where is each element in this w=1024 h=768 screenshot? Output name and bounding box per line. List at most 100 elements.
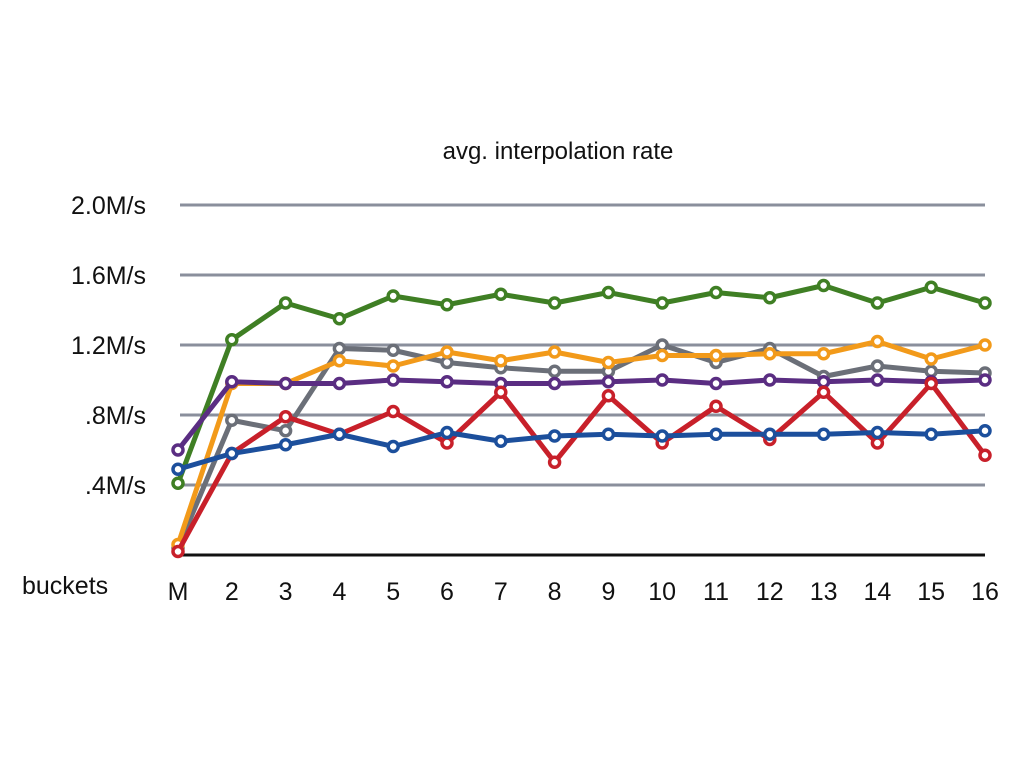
data-point — [924, 427, 938, 441]
data-point — [494, 287, 508, 301]
data-point — [278, 376, 293, 391]
x-tick-label: 6 — [440, 578, 454, 606]
data-point — [386, 343, 400, 357]
data-point — [440, 345, 454, 359]
data-point — [709, 348, 723, 363]
x-tick-label: 7 — [494, 578, 508, 606]
series-line — [175, 342, 988, 551]
data-point — [709, 376, 723, 391]
data-point — [386, 359, 400, 373]
x-tick-label: 9 — [601, 578, 615, 606]
y-tick-label: 1.2M/s — [71, 332, 146, 360]
x-axis-tick-labels: M 2 3 4 5 6 7 8 9 10 11 12 13 14 15 16 — [168, 578, 999, 606]
data-point — [440, 425, 454, 440]
x-tick-label: 12 — [756, 578, 784, 606]
data-point — [386, 373, 400, 387]
data-point — [655, 429, 669, 443]
data-point — [709, 285, 723, 300]
series-5 — [171, 376, 992, 559]
series-layer — [171, 278, 992, 559]
data-point — [494, 434, 508, 448]
data-point — [547, 364, 562, 378]
x-tick-label: 10 — [648, 578, 676, 606]
data-point — [655, 348, 669, 363]
data-point — [709, 399, 723, 413]
series-1 — [171, 278, 992, 490]
data-point — [547, 376, 562, 391]
data-point — [924, 352, 938, 366]
data-point — [171, 476, 185, 490]
data-point — [816, 385, 831, 399]
data-point — [978, 448, 992, 462]
data-point — [278, 296, 293, 310]
data-point — [978, 296, 992, 310]
data-point — [225, 333, 239, 347]
data-point — [870, 373, 885, 387]
data-point — [655, 338, 669, 352]
data-point — [709, 427, 723, 441]
data-point — [171, 443, 185, 457]
data-point — [332, 312, 347, 326]
data-point — [386, 289, 400, 303]
data-point — [763, 373, 777, 387]
data-point — [816, 427, 831, 441]
data-point — [386, 439, 400, 454]
x-tick-label: 2 — [225, 578, 239, 606]
data-point — [440, 436, 454, 450]
data-point — [440, 375, 454, 389]
data-point — [978, 424, 992, 438]
data-point — [870, 359, 885, 373]
x-tick-label: M — [168, 578, 189, 606]
data-point — [816, 347, 831, 361]
x-axis-label: buckets — [22, 572, 108, 600]
data-point — [440, 298, 454, 312]
data-point — [225, 375, 239, 389]
y-tick-label: 2.0M/s — [71, 192, 146, 220]
data-point — [278, 424, 293, 438]
data-point — [870, 334, 885, 349]
data-point — [386, 404, 400, 419]
data-point — [978, 373, 992, 387]
x-tick-label: 16 — [971, 578, 999, 606]
y-tick-label: .8M/s — [85, 402, 146, 430]
x-tick-label: 3 — [279, 578, 293, 606]
data-point — [870, 436, 885, 450]
data-point — [332, 376, 347, 391]
data-point — [494, 385, 508, 399]
x-tick-label: 14 — [863, 578, 891, 606]
data-point — [440, 355, 454, 370]
data-point — [655, 296, 669, 310]
data-point — [978, 338, 992, 352]
data-point — [601, 355, 616, 370]
x-tick-label: 5 — [386, 578, 400, 606]
data-point — [225, 446, 239, 461]
series-line — [175, 428, 988, 472]
data-point — [278, 410, 293, 424]
x-tick-label: 11 — [703, 578, 729, 606]
data-point — [763, 427, 777, 441]
data-point — [494, 354, 508, 368]
data-point — [332, 341, 347, 356]
chart-title: avg. interpolation rate — [443, 138, 674, 165]
x-tick-label: 15 — [917, 578, 945, 606]
data-point — [601, 427, 616, 441]
data-point — [332, 427, 347, 441]
x-tick-label: 13 — [810, 578, 838, 606]
data-point — [816, 278, 831, 293]
data-point — [547, 429, 562, 443]
series-6 — [171, 424, 992, 476]
x-tick-label: 4 — [332, 578, 346, 606]
series-line — [175, 381, 988, 554]
y-tick-label: .4M/s — [85, 472, 146, 500]
y-tick-label: 1.6M/s — [71, 262, 146, 290]
series-line — [175, 339, 988, 547]
data-point — [655, 373, 669, 387]
series-line — [175, 377, 988, 453]
data-point — [924, 376, 938, 391]
data-point — [171, 544, 185, 559]
series-line — [175, 283, 988, 486]
data-point — [924, 364, 938, 378]
data-point — [332, 354, 347, 368]
data-point — [225, 413, 239, 427]
